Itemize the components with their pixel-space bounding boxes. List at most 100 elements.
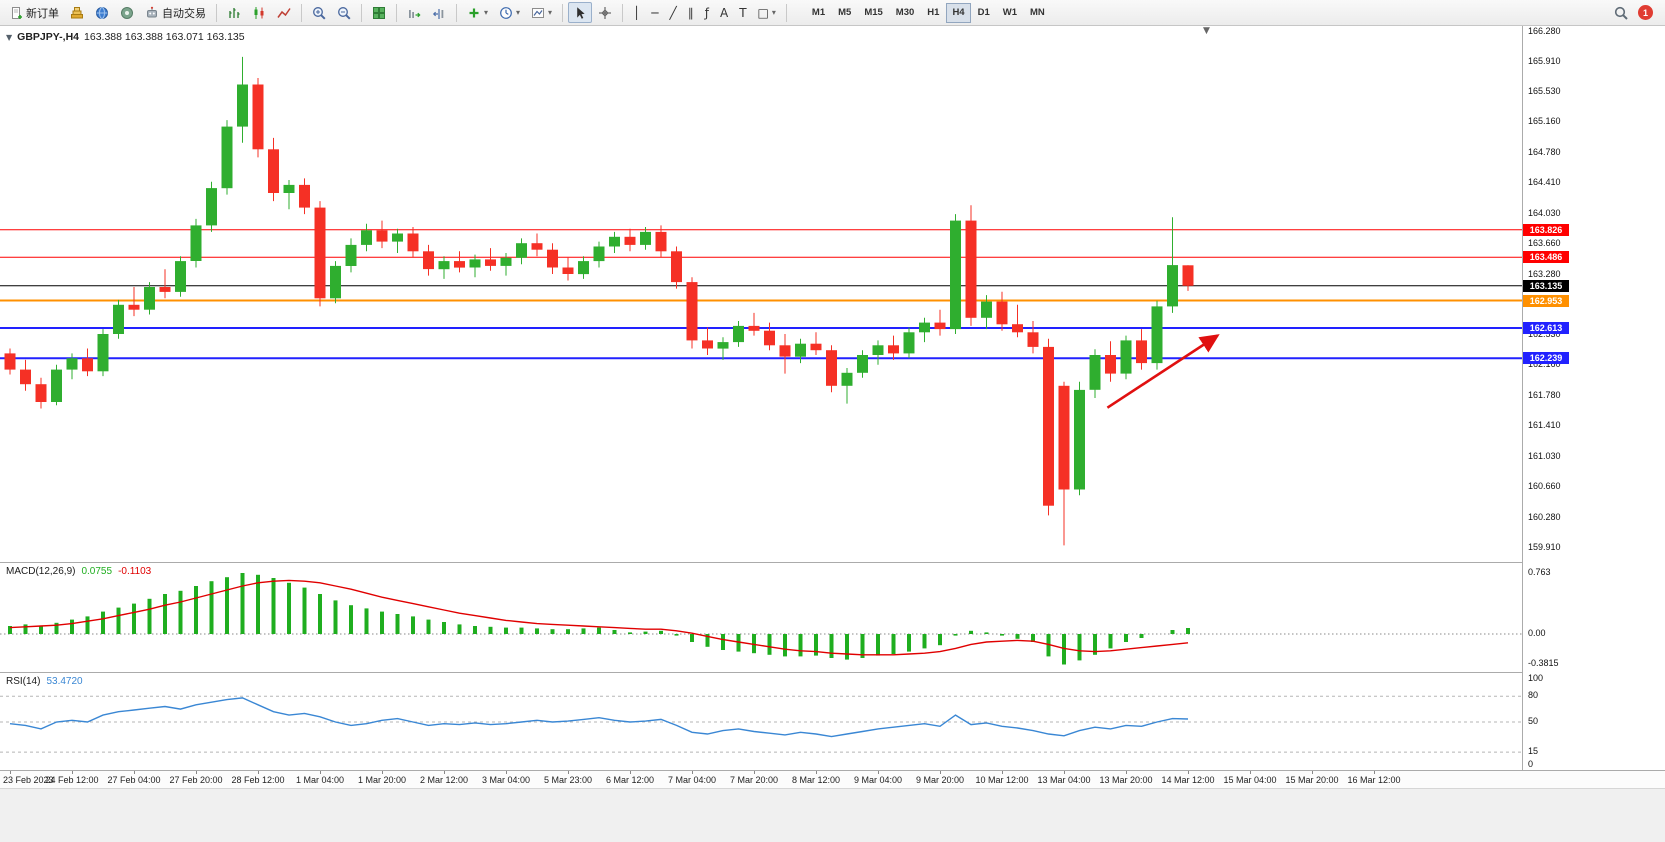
time-axis-label: 15 Mar 20:00 bbox=[1285, 775, 1339, 785]
rsi-name: RSI(14) bbox=[6, 676, 41, 687]
community-button[interactable] bbox=[115, 2, 139, 23]
bars-chart-button[interactable] bbox=[222, 2, 246, 23]
timeframe-w1[interactable]: W1 bbox=[1002, 7, 1017, 18]
macd-name: MACD(12,26,9) bbox=[6, 566, 76, 577]
time-tick bbox=[568, 771, 569, 774]
add-indicator-button[interactable]: ▾ bbox=[462, 2, 493, 23]
trend-arrow[interactable] bbox=[1106, 334, 1220, 409]
timeframe-m30[interactable]: M30 bbox=[895, 7, 915, 18]
rsi-chart bbox=[0, 695, 1522, 753]
price-badge-162.953: 162.953 bbox=[1523, 294, 1569, 307]
macd-panel[interactable]: MACD(12,26,9) 0.0755 -0.1103 bbox=[0, 562, 1522, 672]
price-axis[interactable]: 166.280 165.910 165.530 165.160 164.780 164.4… bbox=[1522, 26, 1665, 770]
crosshair-icon bbox=[598, 6, 612, 20]
bars-chart-icon bbox=[227, 6, 241, 20]
price-axis-label: 161.780 bbox=[1528, 390, 1561, 400]
rsi-label: RSI(14) 53.4720 bbox=[6, 676, 83, 687]
timeframe-mn[interactable]: MN bbox=[1030, 7, 1045, 18]
new-order-button[interactable]: 新订单 bbox=[4, 2, 64, 23]
line-chart-button[interactable] bbox=[272, 2, 296, 23]
timeframe-h1[interactable]: H1 bbox=[927, 7, 940, 18]
chart-shift-marker[interactable]: ▼ bbox=[1203, 26, 1210, 36]
chart-symbol-label: ▼ GBPJPY-,H4 163.388 163.388 163.071 163… bbox=[6, 31, 245, 43]
price-axis-label: 160.660 bbox=[1528, 480, 1561, 491]
time-axis[interactable]: 23 Feb 2023 24 Feb 12:00 27 Feb 04:00 27 Fe… bbox=[0, 770, 1665, 788]
timeframe-m5[interactable]: M5 bbox=[838, 7, 852, 18]
templates-button[interactable]: ▾ bbox=[526, 2, 557, 23]
symbol-dropdown-icon[interactable]: ▼ bbox=[6, 32, 13, 42]
add-indicator-icon bbox=[467, 6, 481, 20]
price-axis-label: 164.410 bbox=[1528, 177, 1561, 187]
time-tick bbox=[630, 771, 631, 774]
algo-trading-button[interactable]: 自动交易 bbox=[140, 2, 211, 23]
periods-button[interactable]: ▾ bbox=[494, 2, 525, 23]
candles bbox=[4, 56, 1194, 546]
vertical-line-icon: │ bbox=[633, 5, 641, 20]
candles-chart-icon bbox=[252, 6, 266, 20]
vertical-line-button[interactable]: │ bbox=[628, 2, 645, 23]
time-tick bbox=[72, 771, 73, 774]
notification-badge[interactable]: 1 bbox=[1638, 5, 1653, 20]
toolbar-separator bbox=[216, 3, 217, 22]
rsi-value: 53.4720 bbox=[46, 676, 83, 687]
tile-windows-button[interactable] bbox=[367, 2, 391, 23]
chevron-down-icon: ▾ bbox=[548, 8, 553, 17]
fibonacci-button[interactable]: ƒ bbox=[700, 2, 714, 23]
trendline-button[interactable]: ╱ bbox=[665, 2, 682, 23]
time-axis-label: 7 Mar 20:00 bbox=[729, 775, 779, 785]
new-order-button-label: 新订单 bbox=[26, 7, 59, 20]
time-tick bbox=[444, 771, 445, 774]
time-tick bbox=[10, 771, 11, 774]
timeframe-m1[interactable]: M1 bbox=[811, 7, 826, 18]
timeframe-d1[interactable]: D1 bbox=[977, 7, 990, 18]
toolbar-separator bbox=[622, 3, 624, 22]
timeframe-h4[interactable]: H4 bbox=[946, 2, 971, 23]
charts-stack-button[interactable] bbox=[65, 2, 89, 23]
zoom-in-button[interactable] bbox=[307, 2, 331, 23]
toolbar-separator bbox=[785, 3, 787, 22]
main-chart-panel[interactable]: ▼ GBPJPY-,H4 163.388 163.388 163.071 163… bbox=[0, 26, 1522, 562]
time-tick bbox=[382, 771, 383, 774]
candles-chart-button[interactable] bbox=[247, 2, 271, 23]
label-icon: T bbox=[739, 5, 747, 20]
price-axis-label: 166.280 bbox=[1528, 25, 1561, 36]
time-tick bbox=[506, 771, 507, 774]
window-background bbox=[0, 788, 1665, 842]
clock-icon bbox=[499, 6, 513, 20]
time-axis-label: 1 Mar 04:00 bbox=[295, 775, 345, 785]
candlestick-chart[interactable] bbox=[0, 26, 1522, 562]
time-tick bbox=[1188, 771, 1189, 774]
chevron-down-icon: ▾ bbox=[771, 8, 776, 17]
price-badge-162.239: 162.239 bbox=[1523, 352, 1569, 365]
time-axis-label: 27 Feb 20:00 bbox=[169, 775, 223, 785]
label-button[interactable]: T bbox=[734, 2, 751, 23]
autoscroll-button[interactable] bbox=[402, 2, 426, 23]
blue-globe-icon bbox=[95, 6, 109, 20]
time-tick bbox=[754, 771, 755, 774]
cursor-button[interactable] bbox=[568, 2, 593, 23]
chart-shift-button[interactable] bbox=[427, 2, 451, 23]
time-axis-label: 28 Feb 12:00 bbox=[231, 775, 285, 785]
market-watch-button[interactable] bbox=[90, 2, 114, 23]
time-axis-label: 16 Mar 12:00 bbox=[1347, 775, 1401, 785]
toolbar-right: 1 bbox=[1614, 5, 1661, 20]
search-icon[interactable] bbox=[1614, 6, 1628, 20]
symbol-ohlc: 163.388 163.388 163.071 163.135 bbox=[84, 31, 245, 43]
timeframe-m15[interactable]: M15 bbox=[864, 7, 883, 18]
time-tick bbox=[878, 771, 879, 774]
time-tick bbox=[816, 771, 817, 774]
text-button[interactable]: A bbox=[715, 2, 733, 23]
gold-stack-icon bbox=[70, 6, 84, 20]
horizontal-line-button[interactable]: ─ bbox=[646, 2, 663, 23]
teal-circle-icon bbox=[120, 6, 134, 20]
crosshair-button[interactable] bbox=[593, 2, 617, 23]
toolbar-separator bbox=[456, 3, 457, 22]
channel-button[interactable]: ∥ bbox=[683, 2, 699, 23]
shapes-button[interactable]: □ ▾ bbox=[753, 2, 781, 23]
rsi-panel[interactable]: RSI(14) 53.4720 bbox=[0, 672, 1522, 770]
algo-trading-button-label: 自动交易 bbox=[162, 7, 206, 20]
cursor-icon bbox=[573, 6, 587, 20]
time-tick bbox=[134, 771, 135, 774]
zoom-out-button[interactable] bbox=[332, 2, 356, 23]
